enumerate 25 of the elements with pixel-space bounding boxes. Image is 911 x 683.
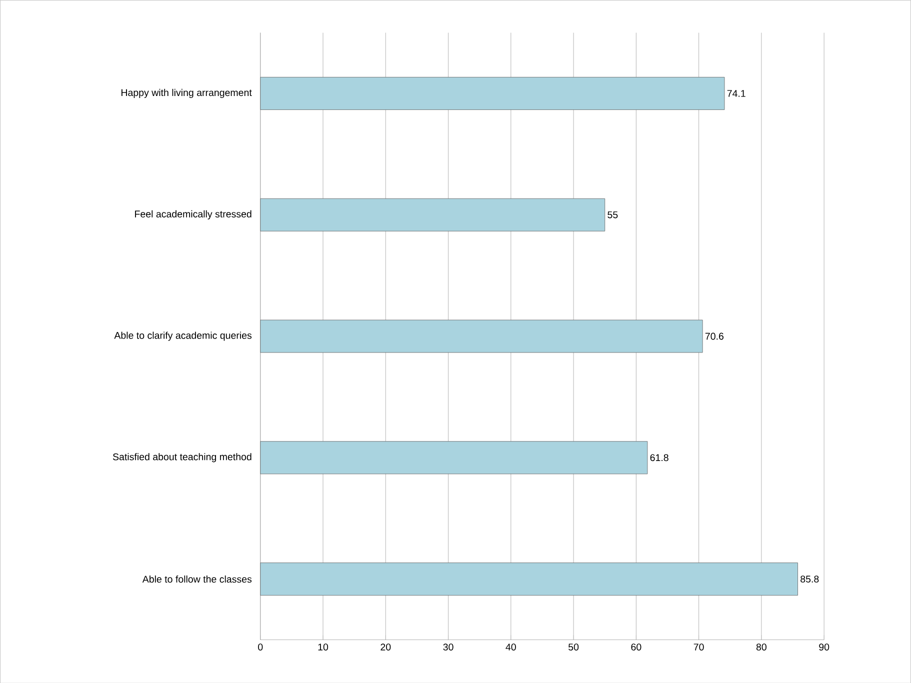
data-label: 55 [608, 211, 618, 218]
y-tick-label: Happy with living arrangement [121, 88, 252, 98]
x-tick-label: 10 [318, 643, 328, 650]
y-tick-label: Feel academically stressed [135, 210, 252, 220]
x-tick-label: 30 [443, 643, 454, 650]
x-tick-label: 90 [819, 643, 830, 650]
bar [260, 320, 703, 353]
x-tick-label: 40 [506, 643, 516, 650]
x-tick-label: 60 [631, 643, 642, 650]
x-tick-label: 50 [568, 643, 579, 650]
bar [260, 76, 725, 110]
x-tick-label: 20 [380, 643, 391, 650]
bar [260, 198, 606, 232]
y-tick-label: Satisfied about teaching method [112, 452, 252, 462]
x-tick-label: 0 [258, 643, 263, 650]
bar [260, 441, 648, 474]
data-label: 70.6 [705, 332, 724, 340]
data-label: 85.8 [800, 575, 819, 582]
data-label: 74.1 [727, 90, 746, 97]
x-tick-label: 70 [694, 643, 704, 650]
x-tick-label: 80 [756, 643, 766, 650]
bar [260, 562, 798, 596]
y-tick-label: Able to follow the classes [142, 575, 252, 582]
y-tick-label: Able to clarify academic queries [114, 332, 252, 341]
data-label: 61.8 [650, 454, 668, 461]
